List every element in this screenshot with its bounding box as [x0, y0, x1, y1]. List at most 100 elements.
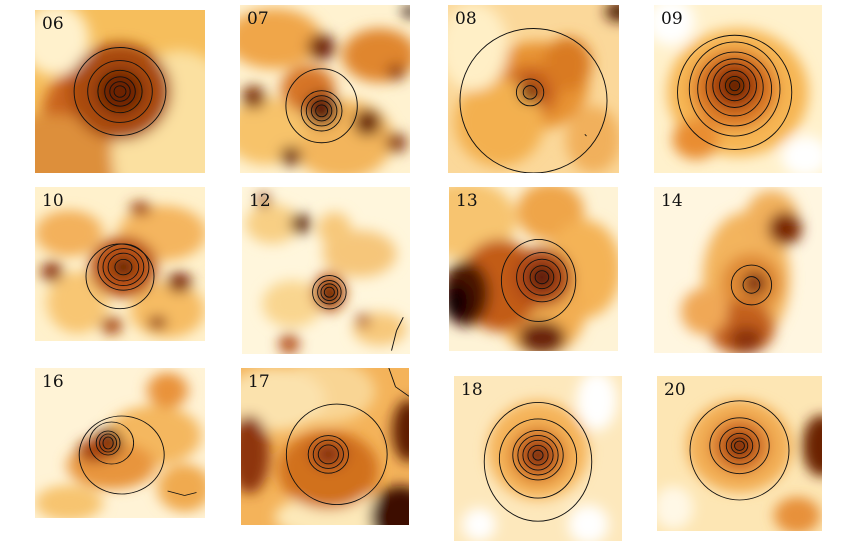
emission-blob — [802, 414, 822, 477]
panel-canvas — [240, 5, 410, 173]
contour-line — [87, 60, 153, 123]
contour-line — [285, 68, 358, 144]
contour-line — [307, 435, 349, 474]
panel-canvas — [657, 376, 822, 531]
panel-label: 08 — [455, 9, 477, 29]
contour-line — [500, 239, 577, 322]
panel-label: 13 — [456, 191, 478, 211]
emission-blob — [529, 446, 547, 464]
contour-line — [725, 432, 754, 459]
contour-line — [483, 401, 593, 522]
emission-blob — [768, 211, 802, 246]
emission-blob — [113, 257, 134, 277]
contour-line — [285, 403, 388, 506]
emission-blob — [392, 399, 409, 463]
emission-blob — [257, 193, 271, 208]
contour-line — [534, 270, 550, 285]
contour-line — [88, 421, 135, 465]
emission-blob — [462, 508, 496, 541]
emission-blobs — [654, 5, 822, 173]
contour-lines — [78, 415, 197, 496]
emission-blob — [774, 496, 821, 531]
emission-blob — [317, 212, 352, 246]
panel-canvas — [654, 187, 822, 353]
contour-line — [712, 63, 757, 108]
contour-line — [742, 276, 761, 294]
contour-line — [300, 90, 343, 132]
contour-lines — [689, 400, 790, 501]
contour-fragment — [167, 490, 185, 496]
emission-blob — [130, 282, 205, 338]
emission-blob — [605, 5, 619, 22]
contour-lines — [285, 68, 358, 144]
image-panel-12: 12 — [242, 187, 410, 354]
contour-line — [709, 417, 770, 475]
panel-canvas — [242, 187, 410, 354]
contour-line — [99, 433, 118, 453]
emission-blob — [35, 210, 103, 257]
emission-blobs — [449, 187, 618, 351]
emission-blobs — [657, 399, 822, 531]
contour-line — [512, 429, 564, 481]
emission-blob — [35, 485, 103, 518]
panel-canvas — [654, 5, 822, 173]
contour-line — [719, 70, 751, 102]
panel-canvas — [35, 368, 205, 518]
contour-line — [320, 283, 339, 302]
contour-line — [529, 265, 555, 290]
emission-blobs — [448, 5, 619, 173]
emission-blobs — [35, 372, 205, 518]
contour-line — [102, 436, 114, 450]
emission-blob — [313, 100, 331, 118]
emission-blob — [654, 5, 695, 46]
image-panel-18: 18 — [454, 376, 622, 541]
contour-line — [724, 75, 745, 96]
emission-blob — [370, 485, 409, 525]
contour-lines — [312, 275, 404, 351]
emission-blob — [448, 5, 508, 91]
emission-blob — [657, 486, 694, 530]
emission-blob — [167, 271, 192, 294]
panel-canvas — [35, 10, 205, 173]
contour-line — [730, 264, 773, 306]
emission-blob — [130, 200, 151, 217]
contour-line — [114, 258, 133, 276]
contour-fragment — [388, 368, 396, 387]
contour-line — [312, 275, 347, 310]
emission-blob — [241, 368, 325, 431]
contour-line — [323, 286, 335, 298]
contour-line — [317, 444, 339, 465]
contour-line — [459, 28, 608, 173]
emission-blob — [565, 105, 619, 173]
image-panel-06: 06 — [35, 10, 205, 173]
contour-line — [102, 248, 145, 286]
contour-line — [532, 449, 544, 461]
contour-line — [113, 85, 127, 98]
contour-line — [73, 47, 167, 136]
contour-line — [516, 252, 568, 303]
contour-line — [317, 280, 342, 305]
emission-blob — [356, 313, 370, 328]
contour-line — [729, 80, 741, 92]
emission-blobs — [245, 193, 407, 354]
emission-blob — [318, 444, 339, 464]
contour-lines — [677, 34, 793, 150]
emission-blob — [35, 10, 90, 76]
panel-canvas — [448, 5, 619, 173]
image-panel-17: 17 — [241, 368, 409, 525]
emission-blob — [729, 326, 764, 353]
emission-blob — [680, 288, 728, 335]
emission-blob — [576, 376, 617, 431]
emission-blob — [148, 314, 166, 331]
contour-line — [315, 104, 329, 118]
panel-label: 09 — [661, 9, 683, 29]
panel-label: 06 — [42, 14, 64, 34]
contour-line — [689, 400, 790, 501]
emission-blob — [454, 78, 544, 167]
emission-blob — [543, 36, 592, 91]
emission-blob — [280, 146, 302, 167]
contour-line — [517, 434, 559, 476]
contour-line — [97, 243, 150, 291]
contour-lines — [459, 28, 608, 173]
